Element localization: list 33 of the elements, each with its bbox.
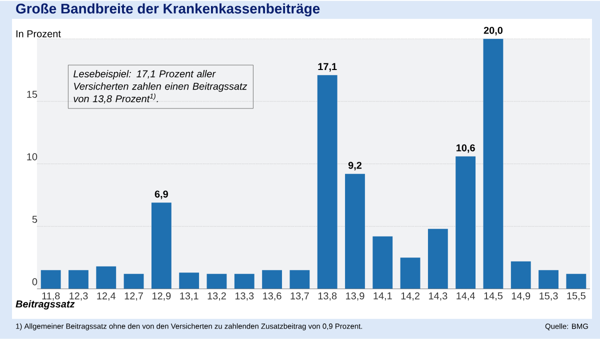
data-label: 6,9 xyxy=(154,190,168,200)
chart-title: Große Bandbreite der Krankenkassenbeiträge xyxy=(16,3,320,16)
x-axis-title: Beitragssatz xyxy=(16,300,75,310)
x-tick-label: 14,3 xyxy=(429,292,448,301)
y-tick-label: 5 xyxy=(32,216,38,223)
y-tick-label: 0 xyxy=(32,278,38,286)
data-label: 17,1 xyxy=(318,63,337,72)
x-tick-label: 11,8 xyxy=(42,292,60,301)
annotation: Lesebeispiel: 17,1 Prozent aller Versicherten zahlen einen Beitragssatz von 13,8 Prozent$^{1)}$. xyxy=(74,70,248,104)
x-tick-label: 13,3 xyxy=(235,292,254,301)
data-label: 10,6 xyxy=(456,144,475,153)
x-tick-label: 14,9 xyxy=(512,292,530,301)
x-tick-label: 13,1 xyxy=(180,292,198,301)
x-tick-label: 13,7 xyxy=(290,292,309,301)
x-tick-label: 15,3 xyxy=(540,292,558,301)
x-tick-label: 12,7 xyxy=(124,292,143,301)
x-tick-label: 14,4 xyxy=(456,292,475,301)
y-tick-label: 10 xyxy=(27,153,38,160)
x-tick-label: 13,6 xyxy=(263,292,282,301)
x-tick-label: 12,9 xyxy=(152,292,171,301)
x-tick-label: 14,5 xyxy=(484,292,503,301)
x-tick-label: 14,2 xyxy=(401,292,420,301)
x-tick-label: 14,1 xyxy=(374,292,392,301)
y-axis-title: In Prozent xyxy=(16,30,61,38)
x-tick-label: 13,2 xyxy=(208,292,226,301)
data-label: 20,0 xyxy=(484,26,503,36)
x-tick-label: 15,5 xyxy=(567,292,586,301)
x-tick-label: 13,8 xyxy=(318,292,337,301)
y-tick-label: 15 xyxy=(27,90,38,98)
x-tick-label: 12,4 xyxy=(97,292,116,301)
x-tick-label: 13,9 xyxy=(346,292,364,301)
x-tick-label: 12,3 xyxy=(70,292,88,301)
data-label: 9,2 xyxy=(348,162,362,170)
